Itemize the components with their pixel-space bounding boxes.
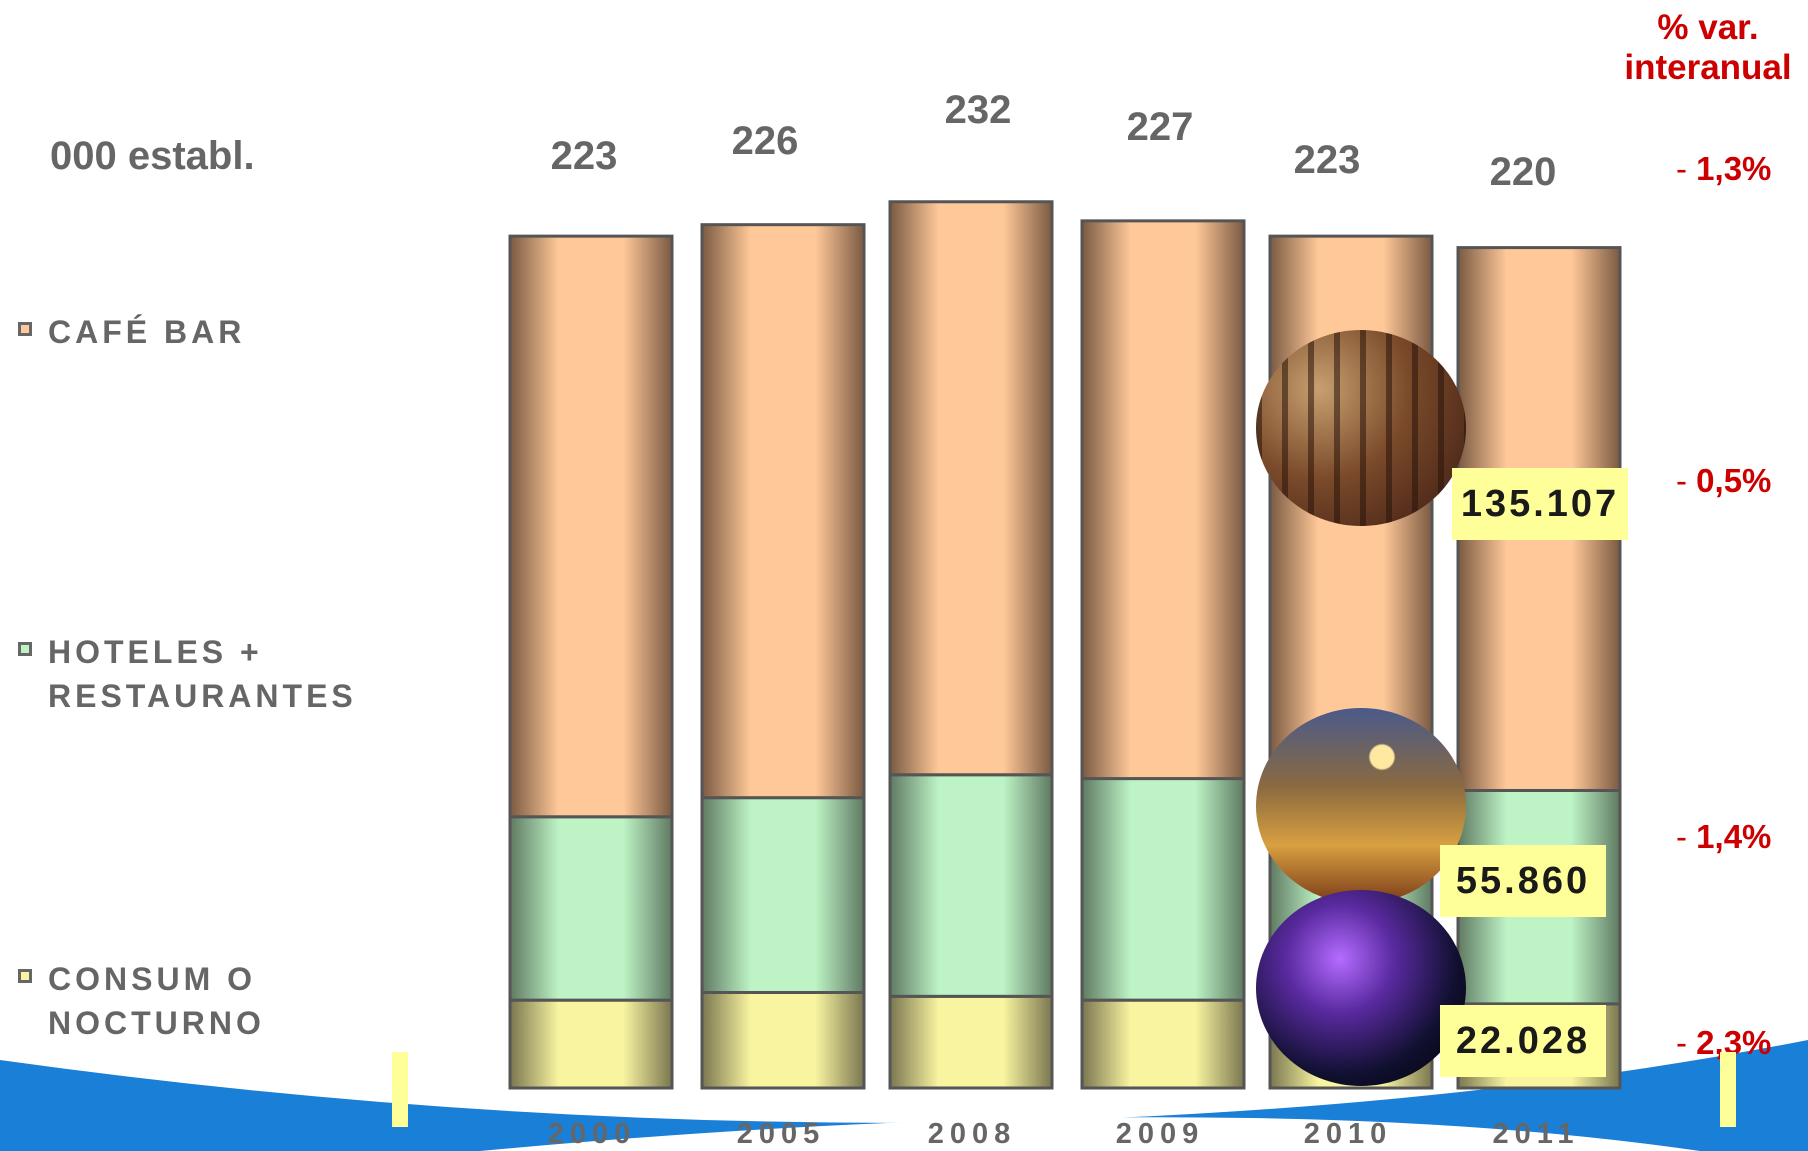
year-label-2009: 2009: [1115, 1118, 1205, 1150]
bar-segment-consumo-nocturno-2000: [508, 998, 674, 1090]
bar-segment-consumo-nocturno-2008: [888, 994, 1054, 1090]
bar-segment-consumo-nocturno-2005: [700, 991, 866, 1090]
legend-swatch-consumo-nocturno: [18, 969, 32, 983]
bar-segment-cafe-bar-2000: [508, 234, 674, 819]
restaurant-photo: [1256, 708, 1466, 904]
year-label-2008: 2008: [927, 1118, 1017, 1150]
legend-item-cafe-bar: CAFÉ BAR: [18, 310, 245, 354]
legend-label-hoteles-line-2: RESTAURANTES: [48, 678, 357, 714]
pct-var-header-line-2: interanual: [1624, 48, 1792, 87]
bar-segment-hoteles-restaurantes-2005: [700, 796, 866, 994]
year-label-2005: 2005: [736, 1118, 826, 1150]
white-wave-decoration: [480, 1117, 1700, 1151]
bar-segment-hoteles-restaurantes-2000: [508, 815, 674, 1002]
total-label-2005: 226: [731, 119, 799, 163]
nightlife-photo: [1256, 890, 1466, 1086]
year-label-2000: 2000: [547, 1118, 637, 1150]
pct-var-cafe-bar-sign: -: [1676, 462, 1687, 499]
year-label-2011: 2011: [1492, 1118, 1580, 1150]
pct-var-header: % var. interanual: [1608, 8, 1808, 88]
callout-cafe-bar-2011: 135.107: [1452, 468, 1628, 540]
legend-item-consumo-nocturno: CONSUM O NOCTURNO: [18, 957, 265, 1045]
pct-var-total-value: 1,3%: [1696, 150, 1772, 187]
pct-var-hoteles-restaurantes: - 1,4%: [1676, 818, 1808, 856]
legend-label-consumo-line-1: CONSUM O: [48, 961, 256, 997]
legend-item-hoteles-restaurantes: HOTELES + RESTAURANTES: [18, 630, 357, 718]
legend-swatch-cafe-bar: [18, 322, 32, 336]
legend-swatch-hoteles-restaurantes: [18, 642, 32, 656]
cafe-bar-photo: [1256, 330, 1466, 526]
pct-var-total-sign: -: [1676, 150, 1687, 187]
pct-var-hoteles-value: 1,4%: [1696, 818, 1772, 855]
bar-segment-cafe-bar-2008: [888, 200, 1054, 777]
total-label-2000: 223: [550, 134, 618, 178]
bar-segment-hoteles-restaurantes-2008: [888, 773, 1054, 998]
bar-segment-hoteles-restaurantes-2009: [1080, 777, 1246, 1002]
total-label-2008: 232: [944, 88, 1012, 132]
pct-var-total: - 1,3%: [1676, 150, 1808, 188]
total-label-2009: 227: [1126, 105, 1194, 149]
callout-consumo-2011: 22.028: [1440, 1005, 1606, 1077]
yellow-mark-right: [1720, 1052, 1736, 1127]
total-label-2010: 223: [1293, 138, 1361, 182]
total-label-2011: 220: [1489, 150, 1557, 194]
unit-label: 000 establ.: [50, 134, 255, 178]
legend-label-hoteles-line-1: HOTELES +: [48, 634, 263, 670]
year-label-2010: 2010: [1303, 1118, 1393, 1150]
bar-segment-cafe-bar-2005: [700, 223, 866, 800]
pct-var-cafe-bar-value: 0,5%: [1696, 462, 1772, 499]
pct-var-cafe-bar: - 0,5%: [1676, 462, 1808, 500]
legend-label-cafe-bar: CAFÉ BAR: [48, 314, 246, 350]
yellow-mark-left: [392, 1052, 408, 1127]
pct-var-header-line-1: % var.: [1657, 8, 1759, 47]
bar-segment-cafe-bar-2009: [1080, 219, 1246, 781]
pct-var-hoteles-sign: -: [1676, 818, 1687, 855]
pct-var-consumo-nocturno: - 2,3%: [1676, 1024, 1808, 1062]
bar-segment-consumo-nocturno-2009: [1080, 998, 1246, 1090]
legend-label-consumo-line-2: NOCTURNO: [48, 1005, 265, 1041]
pct-var-consumo-sign: -: [1676, 1024, 1687, 1061]
callout-hoteles-2011: 55.860: [1440, 845, 1606, 917]
